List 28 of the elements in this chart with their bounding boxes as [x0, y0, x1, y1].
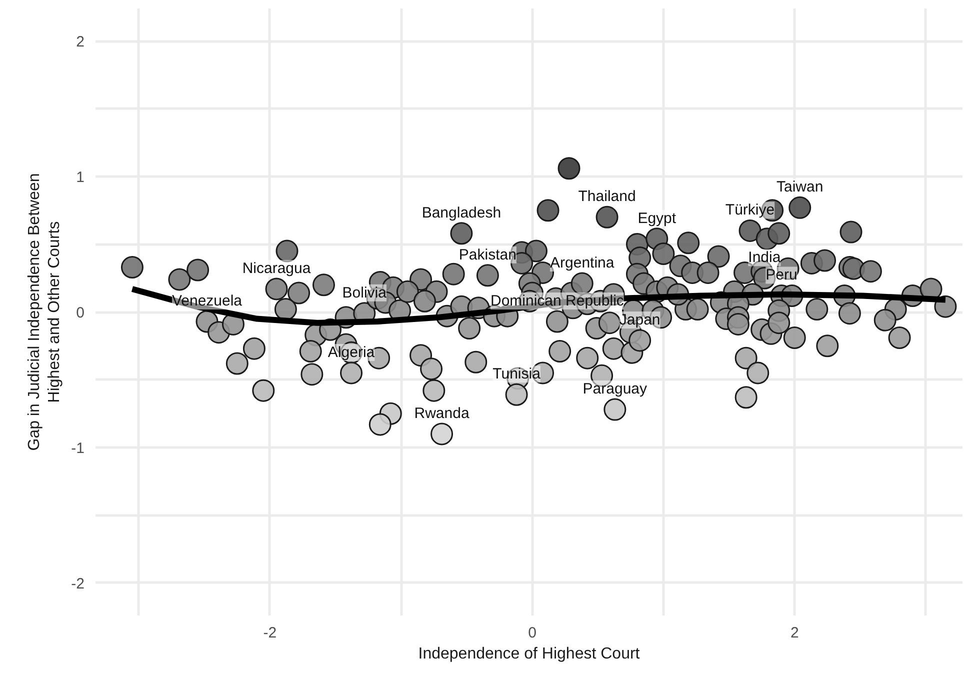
- annotation: Japan: [619, 311, 660, 328]
- annotation: India: [748, 249, 782, 266]
- annotation: Thailand: [578, 188, 636, 206]
- x-tick-label: -2: [263, 624, 277, 642]
- y-tick-label: 0: [76, 304, 84, 322]
- annotation: Bangladesh: [422, 204, 502, 222]
- x-tick-label: 0: [528, 624, 536, 642]
- annotation: Paraguay: [582, 380, 648, 398]
- annotation: Nicaragua: [242, 260, 312, 277]
- annotation: Argentina: [550, 254, 615, 272]
- annotation: Tunisia: [492, 366, 542, 383]
- y-tick-label: -2: [71, 575, 85, 592]
- y-tick-label: 2: [76, 34, 84, 51]
- x-axis-title: Independence of Highest Court: [418, 646, 640, 662]
- annotation: Peru: [766, 266, 798, 284]
- annotation: Bolivia: [342, 284, 388, 302]
- x-tick-label: 2: [790, 624, 799, 642]
- annotation: Taiwan: [776, 178, 824, 196]
- annotation: Türkiye: [725, 202, 775, 219]
- annotation: Rwanda: [414, 404, 470, 422]
- y-axis-title: Gap in Judicial Independence Between Highest and Other Courts: [26, 173, 64, 451]
- y-tick-label: 1: [76, 169, 84, 186]
- annotation: Dominican Republic: [490, 292, 624, 310]
- annotation: Pakistan: [458, 246, 516, 264]
- y-tick-label: -1: [71, 440, 85, 457]
- annotation: Egypt: [638, 210, 677, 227]
- annotation: Algeria: [328, 344, 376, 361]
- annotation: Venezuela: [172, 292, 243, 310]
